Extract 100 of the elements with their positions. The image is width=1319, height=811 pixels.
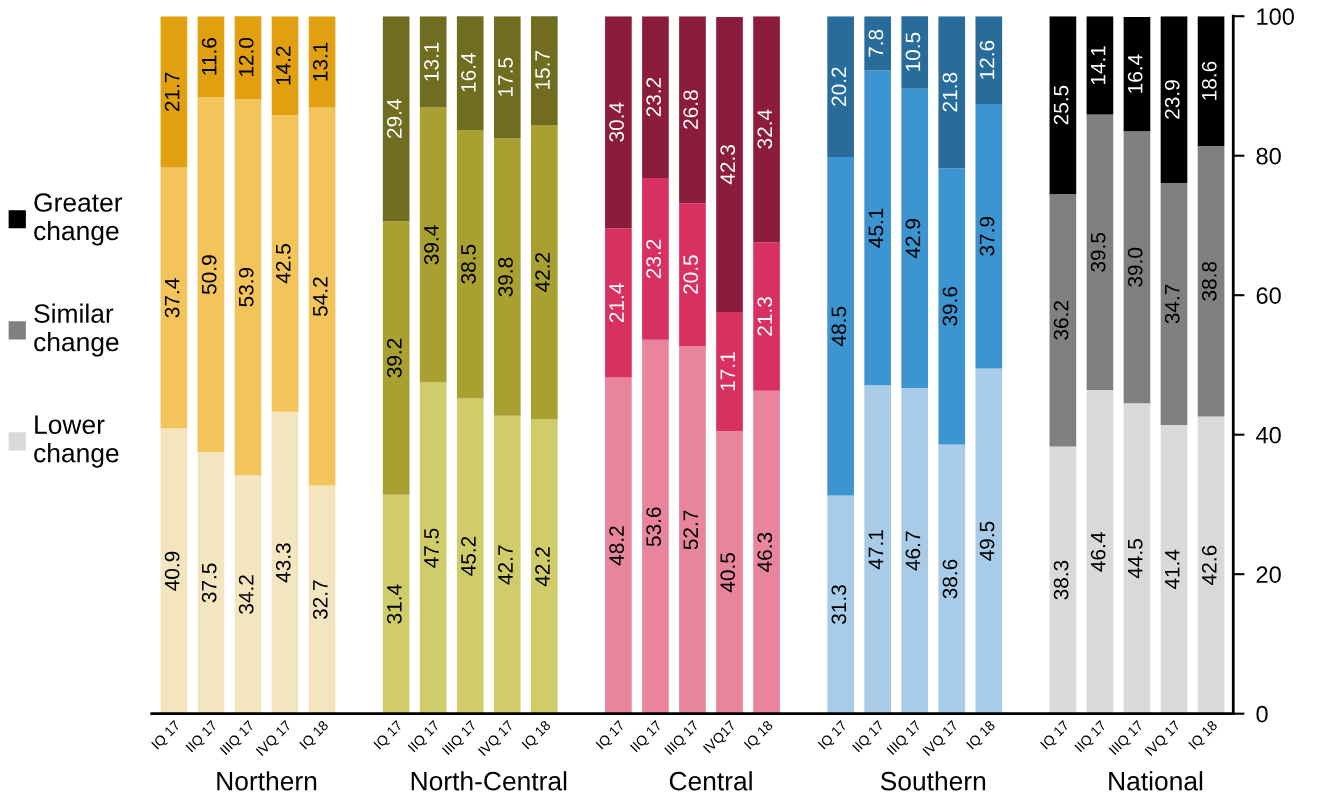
x-tick-label: IQ 17 xyxy=(373,719,405,752)
data-label: 46.4 xyxy=(1090,532,1106,572)
bar xyxy=(308,485,336,714)
data-label: 37.9 xyxy=(979,216,995,256)
data-label: 32.7 xyxy=(312,580,328,620)
data-label: 13.1 xyxy=(424,42,439,81)
bar xyxy=(975,16,1003,105)
bar xyxy=(1086,16,1114,115)
data-label: 31.4 xyxy=(386,584,402,624)
bar xyxy=(1086,114,1114,391)
bar xyxy=(493,415,521,714)
data-label: 31.3 xyxy=(831,585,847,625)
bar xyxy=(530,16,558,126)
bar xyxy=(234,475,262,714)
bar xyxy=(530,419,558,714)
y-tick-label: 60 xyxy=(1256,287,1281,304)
data-label: 45.1 xyxy=(868,208,884,248)
bar xyxy=(493,16,521,139)
data-label: 39.5 xyxy=(1090,232,1106,272)
bar xyxy=(382,221,410,495)
bar xyxy=(308,16,336,108)
data-label: 34.7 xyxy=(1164,284,1180,324)
y-tick-label: 100 xyxy=(1257,8,1294,26)
bar xyxy=(1197,416,1225,714)
data-label: 36.2 xyxy=(1053,301,1069,340)
bar xyxy=(419,107,447,383)
data-label: 14.2 xyxy=(275,46,291,85)
bar xyxy=(197,16,225,98)
bar xyxy=(1123,131,1151,404)
data-label: 40.9 xyxy=(164,551,180,591)
data-label: 37.5 xyxy=(201,563,217,603)
bar xyxy=(975,104,1003,369)
data-label: 38.3 xyxy=(1053,560,1069,600)
data-label: 46.7 xyxy=(905,531,921,571)
x-tick-label: IIQ 17 xyxy=(185,719,220,755)
x-tick-label: IIIQ 17 xyxy=(441,719,479,757)
bar xyxy=(1160,16,1188,183)
bar xyxy=(1086,390,1114,714)
x-tick-label: IVQ 17 xyxy=(1144,719,1183,758)
data-label: 14.1 xyxy=(1090,46,1106,85)
bar xyxy=(456,16,484,130)
data-label: 25.5 xyxy=(1053,85,1069,125)
data-label: 11.6 xyxy=(201,38,217,75)
bar xyxy=(901,88,929,388)
data-label: 38.5 xyxy=(461,244,476,284)
data-label: 23.2 xyxy=(646,239,662,279)
bar xyxy=(382,494,410,714)
x-tick-label: IVQ 17 xyxy=(477,719,516,758)
data-label: 39.4 xyxy=(424,225,439,265)
text: National xyxy=(1109,771,1203,791)
data-label: 42.3 xyxy=(720,145,736,185)
data-label: 23.2 xyxy=(646,77,662,117)
data-label: 42.5 xyxy=(275,244,291,284)
data-label: 39.6 xyxy=(942,287,958,326)
x-tick-label: IIIQ 17 xyxy=(664,719,701,757)
y-tick-label: 0 xyxy=(1256,705,1268,723)
bar xyxy=(901,387,929,714)
data-label: 47.5 xyxy=(424,528,439,568)
x-tick-label: IVQ 17 xyxy=(255,719,294,758)
data-label: 43.3 xyxy=(275,543,291,583)
data-label: 7.8 xyxy=(868,29,884,57)
bar xyxy=(901,16,929,89)
data-label: 42.9 xyxy=(905,219,921,259)
bar xyxy=(716,431,743,714)
data-label: 12.6 xyxy=(979,40,995,79)
bar xyxy=(642,16,669,179)
x-tick-label: IVQ 17 xyxy=(922,719,961,758)
data-label: 39.0 xyxy=(1127,247,1143,287)
bar xyxy=(975,368,1003,714)
x-tick-label: IQ 17 xyxy=(817,719,850,752)
bar xyxy=(160,167,188,429)
data-label: 20.5 xyxy=(683,255,699,294)
data-label: 21.3 xyxy=(757,297,773,336)
bar xyxy=(864,16,892,71)
bar xyxy=(197,452,225,714)
data-label: 21.8 xyxy=(942,72,958,112)
bar xyxy=(605,377,632,714)
legend-label: Similar change xyxy=(34,303,119,357)
legend-label: Lower change xyxy=(34,415,119,468)
y-tick-label: 80 xyxy=(1256,147,1281,165)
bar xyxy=(493,138,521,416)
data-label: 18.6 xyxy=(1201,61,1217,100)
text: Southern xyxy=(880,771,986,791)
bar xyxy=(679,203,706,347)
data-label: 42.7 xyxy=(498,545,513,585)
data-label: 46.3 xyxy=(757,532,773,573)
data-label: 41.4 xyxy=(1165,549,1180,590)
x-tick-label: IQ 17 xyxy=(151,719,183,752)
bar xyxy=(271,115,299,412)
bar xyxy=(1049,16,1077,195)
data-label: 38.6 xyxy=(942,559,958,599)
bar xyxy=(864,385,892,714)
text: North-Central xyxy=(411,771,567,791)
x-tick-label: IIQ 17 xyxy=(629,719,664,755)
bar xyxy=(1160,424,1188,714)
x-tick-label: IQ 18 xyxy=(299,719,331,752)
bar xyxy=(642,339,669,714)
bar xyxy=(827,157,854,496)
bar xyxy=(197,97,225,453)
data-label: 26.8 xyxy=(683,90,699,129)
